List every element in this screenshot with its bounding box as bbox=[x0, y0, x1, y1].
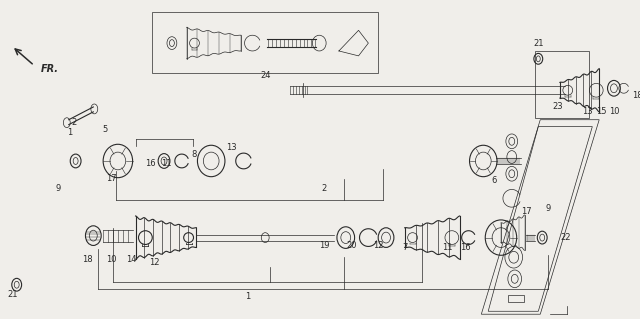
Text: 1: 1 bbox=[245, 292, 250, 301]
Text: 8: 8 bbox=[191, 150, 197, 159]
Text: 18: 18 bbox=[83, 255, 93, 264]
Text: 1: 1 bbox=[67, 128, 72, 137]
Text: 16: 16 bbox=[460, 243, 470, 252]
Text: 24: 24 bbox=[260, 71, 271, 80]
Text: 22: 22 bbox=[560, 233, 570, 242]
Text: 13: 13 bbox=[226, 143, 237, 152]
Text: 21: 21 bbox=[8, 290, 19, 299]
Text: 19: 19 bbox=[319, 241, 330, 250]
Text: 14: 14 bbox=[125, 255, 136, 264]
Text: 11: 11 bbox=[442, 243, 452, 252]
Text: 20: 20 bbox=[346, 241, 357, 250]
Text: 13: 13 bbox=[582, 108, 593, 116]
Text: FR.: FR. bbox=[41, 63, 60, 74]
Text: 6: 6 bbox=[491, 176, 497, 185]
Text: 9: 9 bbox=[56, 184, 61, 193]
Text: 7: 7 bbox=[402, 243, 408, 252]
Text: 17: 17 bbox=[520, 207, 531, 216]
Text: 12: 12 bbox=[149, 258, 160, 267]
Text: 16: 16 bbox=[145, 160, 156, 168]
Text: 2: 2 bbox=[321, 184, 327, 193]
Text: 23: 23 bbox=[552, 102, 563, 111]
Text: 2: 2 bbox=[72, 118, 77, 127]
Text: 15: 15 bbox=[596, 108, 607, 116]
Text: 17: 17 bbox=[106, 174, 116, 183]
Text: 10: 10 bbox=[609, 108, 619, 116]
Text: 10: 10 bbox=[106, 255, 116, 264]
Text: 21: 21 bbox=[533, 39, 543, 48]
Text: 9: 9 bbox=[545, 204, 550, 213]
Text: 18: 18 bbox=[632, 91, 640, 100]
Bar bbox=[508, 294, 524, 302]
Text: 5: 5 bbox=[102, 125, 108, 134]
Text: 11: 11 bbox=[161, 160, 172, 168]
Bar bbox=[152, 12, 378, 72]
Text: 12: 12 bbox=[373, 241, 383, 250]
